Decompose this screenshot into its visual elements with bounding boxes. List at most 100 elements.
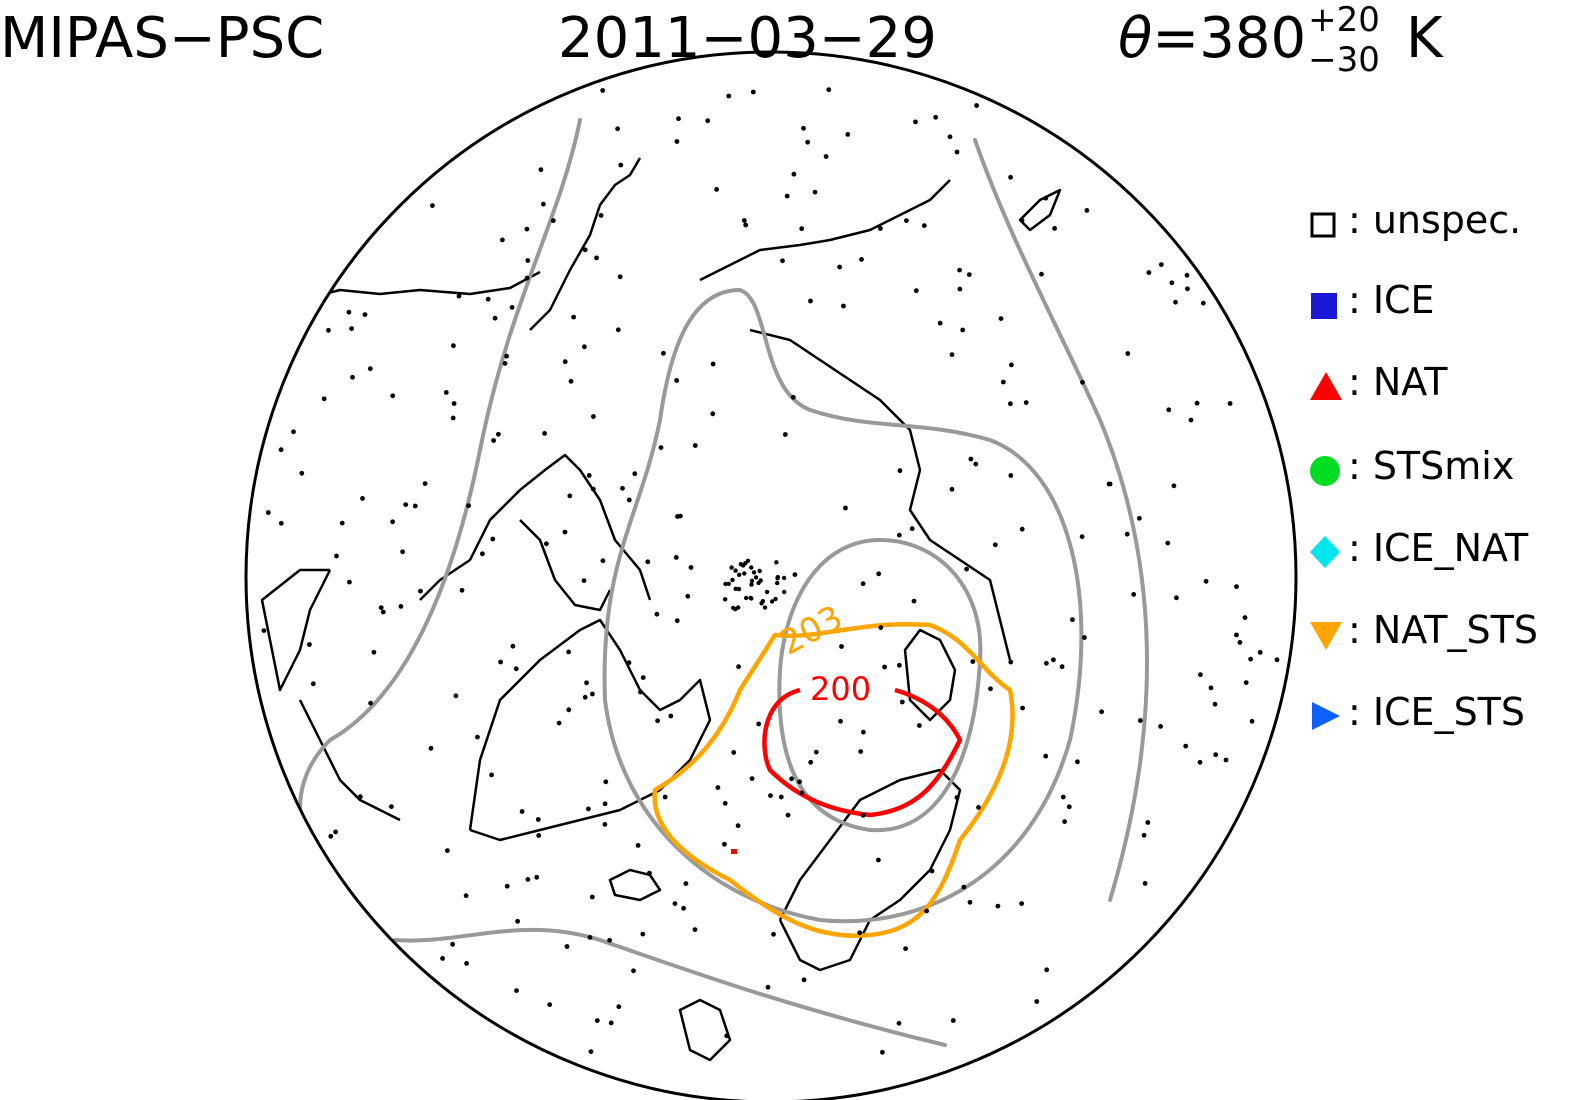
measurement-dot — [678, 513, 683, 519]
measurement-dot — [878, 226, 883, 231]
measurement-dot — [1020, 705, 1025, 711]
measurement-dot — [453, 693, 459, 699]
measurement-dot — [513, 666, 519, 672]
measurement-dot — [722, 800, 728, 806]
measurement-dot — [784, 193, 790, 199]
measurement-dot — [764, 589, 770, 595]
measurement-dot — [792, 572, 798, 577]
measurement-dot — [737, 572, 742, 577]
measurement-dot — [924, 908, 929, 914]
measurement-dot — [778, 794, 784, 800]
measurement-dot — [602, 822, 608, 827]
measurement-dot — [1141, 832, 1147, 838]
measurement-dot — [736, 586, 742, 592]
measurement-dot — [823, 154, 829, 159]
legend-label-nat: NAT — [1372, 360, 1448, 404]
measurement-dot — [534, 874, 540, 880]
coastline-labrador — [298, 699, 401, 822]
measurement-dot — [1200, 300, 1206, 306]
measurement-dot — [1166, 407, 1172, 413]
measurement-dot — [310, 681, 316, 687]
grey-contour-4 — [602, 287, 1084, 924]
measurement-dot — [714, 187, 719, 192]
measurement-dot — [1194, 400, 1200, 406]
measurement-dot — [617, 274, 623, 280]
measurement-dot — [566, 649, 571, 655]
measurement-dot — [1044, 660, 1049, 666]
measurement-dot — [647, 870, 652, 876]
measurement-dot — [500, 237, 505, 243]
measurement-dot — [490, 536, 496, 542]
measurement-dot — [1099, 709, 1104, 715]
measurement-dot — [735, 823, 741, 829]
measurement-dot — [1274, 657, 1280, 663]
measurement-dot — [933, 114, 939, 120]
measurement-dot — [843, 505, 848, 511]
coastline-baffin — [519, 519, 612, 612]
measurement-dot — [440, 956, 445, 961]
measurement-dot — [845, 132, 851, 137]
measurement-dot — [567, 493, 573, 499]
measurement-dot — [334, 553, 339, 559]
measurement-dot — [594, 255, 599, 261]
measurement-dot — [769, 599, 775, 604]
measurement-dot — [705, 118, 711, 124]
measurement-dot — [261, 628, 267, 633]
measurement-dot — [632, 471, 638, 477]
measurement-dot — [371, 649, 377, 655]
measurement-dot — [321, 396, 327, 402]
measurement-dot — [1034, 999, 1040, 1004]
measurement-dot — [443, 390, 449, 395]
measurement-dot — [1188, 417, 1194, 423]
measurement-dot — [742, 571, 747, 576]
measurement-dot — [749, 776, 755, 781]
measurement-dot — [475, 734, 480, 740]
measurement-dot — [346, 309, 352, 315]
measurement-dot — [950, 1018, 956, 1023]
measurement-dot — [903, 946, 908, 952]
measurement-dot — [937, 320, 943, 326]
measurement-dot — [731, 605, 736, 611]
theta-title: θ =380 +20 −30 K — [1118, 0, 1443, 80]
legend-item-unspec: : unspec. — [1308, 190, 1521, 250]
measurement-dot — [418, 588, 423, 594]
coastline-hudson — [260, 568, 332, 692]
measurement-dot — [584, 680, 589, 686]
instrument-title: MIPAS−PSC — [0, 6, 325, 71]
measurement-dot — [1146, 270, 1152, 275]
measurement-dot — [1124, 531, 1130, 537]
measurement-dot — [1197, 759, 1203, 765]
measurement-dot — [1125, 351, 1131, 356]
theta-value: =380 — [1152, 6, 1307, 71]
measurement-dot — [538, 167, 544, 173]
measurement-dot — [524, 275, 530, 281]
measurement-dot — [450, 941, 455, 947]
measurement-dot — [504, 353, 509, 359]
measurement-dot — [750, 89, 756, 95]
measurement-dot — [897, 468, 903, 474]
measurement-dot — [897, 662, 902, 668]
measurement-dot — [568, 378, 574, 384]
measurement-dot — [607, 937, 612, 943]
measurement-dot — [1051, 657, 1056, 663]
measurement-dot — [681, 905, 686, 911]
measurement-dot — [790, 394, 796, 400]
measurement-dot — [1138, 718, 1143, 723]
legend-item-ice: : ICE — [1308, 270, 1435, 330]
measurement-dot — [731, 750, 737, 755]
measurement-dot — [949, 352, 955, 358]
measurement-dot — [608, 1020, 614, 1026]
measurement-dot — [590, 486, 596, 492]
measurement-dot — [801, 125, 806, 131]
measurement-dot — [685, 593, 691, 599]
coastline-greenland — [468, 618, 712, 842]
measurement-dot — [743, 222, 749, 228]
legend-label-unspec: unspec. — [1372, 198, 1522, 242]
measurement-dot — [913, 288, 919, 294]
measurement-dot — [590, 691, 595, 697]
contour-200 — [762, 687, 963, 818]
measurement-dot — [615, 327, 621, 333]
measurement-dot — [525, 258, 531, 263]
measurement-dot — [1062, 819, 1067, 824]
